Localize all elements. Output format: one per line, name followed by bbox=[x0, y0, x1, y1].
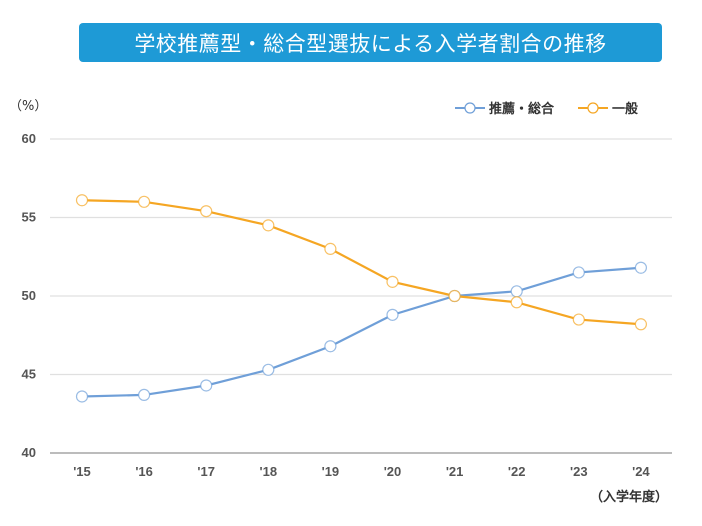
data-point-general bbox=[634, 318, 648, 331]
x-tick-label: '16 bbox=[135, 464, 153, 479]
x-axis-ticks: '15 '16 '17 '18 '19 '20 '21 '22 '23 '24 bbox=[73, 464, 650, 479]
x-tick-label: '24 bbox=[632, 464, 650, 479]
series-points bbox=[75, 194, 648, 403]
x-axis-unit-label: （入学年度） bbox=[590, 490, 669, 505]
data-point-general bbox=[75, 194, 89, 207]
series-line-general bbox=[81, 199, 641, 326]
gridlines bbox=[50, 138, 672, 454]
data-point-recommend bbox=[634, 261, 648, 274]
data-point-recommend bbox=[324, 340, 337, 353]
data-point-recommend bbox=[262, 363, 275, 376]
series-line-recommend bbox=[81, 266, 641, 398]
legend-label: 一般 bbox=[612, 101, 638, 117]
y-tick-label: 40 bbox=[22, 445, 36, 460]
series-lines bbox=[81, 199, 641, 398]
data-point-recommend bbox=[200, 379, 213, 392]
legend-marker-icon bbox=[464, 102, 476, 114]
x-tick-label: '18 bbox=[260, 464, 278, 479]
legend-label: 推薦・総合 bbox=[489, 101, 555, 117]
data-point-recommend bbox=[572, 266, 585, 279]
data-point-general bbox=[262, 219, 275, 232]
data-point-general bbox=[138, 195, 151, 208]
legend-marker-icon bbox=[587, 102, 599, 114]
data-point-recommend bbox=[510, 285, 523, 298]
x-tick-label: '17 bbox=[197, 464, 215, 479]
data-point-general bbox=[448, 289, 461, 303]
data-point-recommend bbox=[138, 388, 151, 402]
x-tick-label: '15 bbox=[73, 464, 91, 479]
x-tick-label: '23 bbox=[570, 464, 588, 479]
y-tick-label: 50 bbox=[22, 288, 36, 303]
data-point-recommend bbox=[386, 308, 399, 321]
data-point-general bbox=[572, 313, 585, 326]
chart-title-banner: 学校推薦型・総合型選抜による入学者割合の推移 bbox=[79, 23, 662, 62]
y-tick-label: 45 bbox=[22, 367, 36, 382]
data-point-general bbox=[510, 296, 523, 309]
x-tick-label: '21 bbox=[446, 464, 464, 479]
x-tick-label: '20 bbox=[384, 464, 402, 479]
x-tick-label: '19 bbox=[322, 464, 340, 479]
data-point-general bbox=[324, 242, 337, 255]
y-tick-label: 55 bbox=[22, 210, 36, 225]
y-tick-label: 60 bbox=[22, 131, 36, 146]
x-tick-label: '22 bbox=[508, 464, 526, 479]
data-point-general bbox=[386, 275, 399, 288]
chart-title: 学校推薦型・総合型選抜による入学者割合の推移 bbox=[134, 31, 607, 56]
data-point-general bbox=[200, 205, 213, 218]
legend: 推薦・総合 一般 bbox=[455, 101, 638, 117]
data-point-recommend bbox=[75, 390, 89, 403]
y-axis-ticks: 40 45 50 55 60 bbox=[22, 131, 36, 460]
y-axis-unit-label: （%） bbox=[9, 99, 48, 114]
